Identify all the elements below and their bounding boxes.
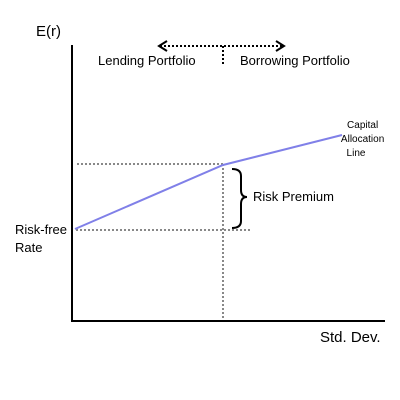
capital-allocation-line (74, 134, 343, 230)
left-arrowhead-icon (157, 40, 168, 52)
risk-premium-brace-icon (231, 168, 248, 229)
risk-premium-label: Risk Premium (253, 189, 334, 204)
risk-free-rate-label: Risk-free Rate (15, 222, 71, 255)
cal-label: Capital Allocation Line (341, 120, 387, 159)
y-axis-label: E(r) (36, 23, 61, 40)
borrowing-portfolio-label: Borrowing Portfolio (240, 53, 350, 68)
cal-label-line-1: Capital (347, 120, 378, 131)
right-arrowhead-icon (275, 40, 286, 52)
cal-label-line-3: Line (347, 148, 366, 159)
risk-free-label-line-1: Risk-free (15, 222, 67, 237)
x-axis-label: Std. Dev. (320, 329, 381, 346)
lending-portfolio-label: Lending Portfolio (98, 53, 196, 68)
cal-label-line-2: Allocation (341, 134, 384, 145)
risk-free-label-line-2: Rate (15, 240, 42, 255)
